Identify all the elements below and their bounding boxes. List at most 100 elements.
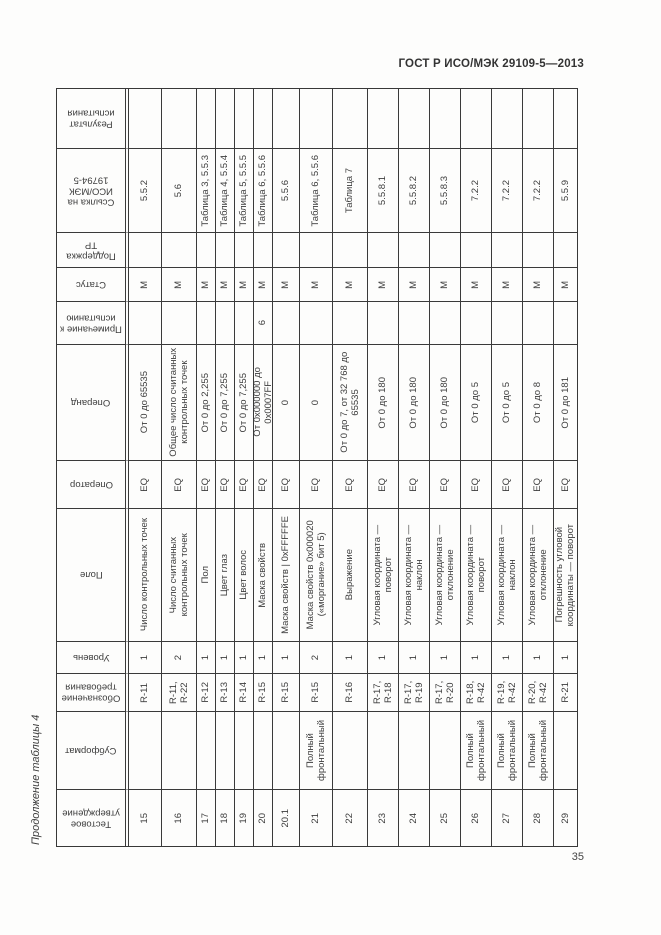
cell-text: От 0 до 2,255 bbox=[200, 372, 212, 433]
cell-17-designation: R-12 bbox=[197, 674, 216, 712]
cell-text: Выражение bbox=[344, 549, 356, 601]
cell-21-operand: 0 bbox=[300, 345, 333, 461]
cell-24-id: 24 bbox=[399, 790, 430, 846]
cell-27-id: 27 bbox=[492, 790, 523, 846]
cell-19-reference: Таблица 5, 5.5.5 bbox=[235, 149, 254, 233]
cell-16-designation: R-11, R-22 bbox=[162, 674, 197, 712]
cell-text: 20.1 bbox=[280, 808, 292, 828]
cell-19-result bbox=[235, 89, 254, 149]
cell-text: Цвет волос bbox=[238, 550, 250, 600]
cell-16-operand: Общее число считанных контрольных точек bbox=[162, 345, 197, 461]
cell-text: Таблица 5, 5.5.5 bbox=[238, 154, 250, 227]
cell-text: 0 bbox=[280, 399, 292, 406]
cell-text: EQ bbox=[559, 477, 571, 492]
cell-22-reference: Таблица 7 bbox=[333, 149, 368, 233]
cell-24-designation: R-17, R-19 bbox=[399, 674, 430, 712]
cell-text: R-11 bbox=[139, 682, 151, 703]
cell-26-subformat: Полный фронтальный bbox=[461, 712, 492, 790]
cell-27-level: 1 bbox=[492, 642, 523, 674]
column-header-note: Примечание к испытанию bbox=[57, 302, 129, 345]
cell-24-field: Угловая координата — наклон bbox=[399, 509, 430, 642]
cell-18-reference: Таблица 4, 5.5.4 bbox=[216, 149, 235, 233]
cell-19-tr_support bbox=[235, 233, 254, 268]
cell-text: EQ bbox=[139, 477, 151, 492]
cell-16-field: Число считанных контрольных точек bbox=[162, 509, 197, 642]
cell-text: 7.2.2 bbox=[470, 179, 482, 202]
column-header-reference: Ссылка на ИСО/МЭК 19794-5 bbox=[57, 149, 129, 233]
cell-text: От 0 до 180 bbox=[408, 376, 420, 429]
column-header-label: Поле bbox=[79, 569, 103, 581]
cell-20.1-operand: 0 bbox=[273, 345, 300, 461]
cell-text: 24 bbox=[408, 812, 420, 824]
cell-15-tr_support bbox=[129, 233, 162, 268]
cell-text: От 0 до 8 bbox=[532, 381, 544, 424]
cell-29-designation: R-21 bbox=[554, 674, 577, 712]
cell-27-field: Угловая координата — наклон bbox=[492, 509, 523, 642]
cell-text: Полный фронтальный bbox=[464, 719, 487, 782]
cell-23-status: М bbox=[368, 268, 399, 302]
cell-23-level: 1 bbox=[368, 642, 399, 674]
cell-text: М bbox=[139, 280, 151, 289]
cell-26-note bbox=[461, 302, 492, 345]
test-assertions-table: Результат испытания Ссылка на ИСО/МЭК 197… bbox=[56, 88, 578, 847]
cell-25-status: М bbox=[430, 268, 461, 302]
cell-24-status: М bbox=[399, 268, 430, 302]
column-header-label: Уровень bbox=[72, 652, 110, 664]
cell-text: 5.5.9 bbox=[559, 179, 571, 202]
cell-28-subformat: Полный фронтальный bbox=[523, 712, 554, 790]
cell-28-operand: От 0 до 8 bbox=[523, 345, 554, 461]
cell-29-operand: От 0 до 181 bbox=[554, 345, 577, 461]
cell-text: Пол bbox=[200, 566, 212, 584]
cell-text: 22 bbox=[344, 812, 356, 824]
cell-text: От 0 до 5 bbox=[501, 381, 513, 424]
cell-24-result bbox=[399, 89, 430, 149]
cell-17-operand: От 0 до 2,255 bbox=[197, 345, 216, 461]
cell-text: R-17, R-19 bbox=[402, 680, 425, 705]
cell-18-operator: EQ bbox=[216, 461, 235, 509]
cell-21-reference: Таблица 6, 5.5.6 bbox=[300, 149, 333, 233]
cell-text: 25 bbox=[439, 812, 451, 824]
cell-text: R-15 bbox=[257, 682, 269, 703]
cell-text: Угловая координата — поворот bbox=[371, 524, 394, 626]
cell-21-field: Маска свойств 0x000020 («моргание» бит 5… bbox=[300, 509, 333, 642]
cell-20.1-level: 1 bbox=[273, 642, 300, 674]
cell-23-note bbox=[368, 302, 399, 345]
cell-text: R-18, R-42 bbox=[464, 680, 487, 705]
cell-24-subformat bbox=[399, 712, 430, 790]
cell-29-subformat bbox=[554, 712, 577, 790]
cell-text: Цвет глаз bbox=[219, 553, 231, 597]
cell-17-id: 17 bbox=[197, 790, 216, 846]
cell-26-operand: От 0 до 5 bbox=[461, 345, 492, 461]
cell-21-note bbox=[300, 302, 333, 345]
cell-22-subformat bbox=[333, 712, 368, 790]
cell-22-note bbox=[333, 302, 368, 345]
cell-17-reference: Таблица 3, 5.5.3 bbox=[197, 149, 216, 233]
cell-23-subformat bbox=[368, 712, 399, 790]
cell-text: 7.2.2 bbox=[501, 179, 513, 202]
column-header-label: Результат испытания bbox=[67, 107, 115, 130]
cell-29-id: 29 bbox=[554, 790, 577, 846]
cell-25-reference: 5.5.8.3 bbox=[430, 149, 461, 233]
cell-text: Число считанных контрольных точек bbox=[167, 533, 190, 617]
cell-26-level: 1 bbox=[461, 642, 492, 674]
cell-text: EQ bbox=[408, 477, 420, 492]
cell-19-id: 19 bbox=[235, 790, 254, 846]
cell-19-subformat bbox=[235, 712, 254, 790]
cell-23-operand: От 0 до 180 bbox=[368, 345, 399, 461]
cell-text: М bbox=[377, 280, 389, 289]
cell-29-field: Погрешность угловой координаты — поворот bbox=[554, 509, 577, 642]
cell-text: 19 bbox=[238, 812, 250, 824]
cell-27-note bbox=[492, 302, 523, 345]
cell-19-field: Цвет волос bbox=[235, 509, 254, 642]
cell-27-tr_support bbox=[492, 233, 523, 268]
cell-text: 1 bbox=[470, 654, 482, 661]
cell-25-operator: EQ bbox=[430, 461, 461, 509]
cell-text: EQ bbox=[470, 477, 482, 492]
cell-25-designation: R-17, R-20 bbox=[430, 674, 461, 712]
cell-text: От 0 до 180 bbox=[377, 376, 389, 429]
cell-20-designation: R-15 bbox=[254, 674, 273, 712]
cell-text: М bbox=[559, 280, 571, 289]
cell-21-tr_support bbox=[300, 233, 333, 268]
cell-text: EQ bbox=[219, 477, 231, 492]
